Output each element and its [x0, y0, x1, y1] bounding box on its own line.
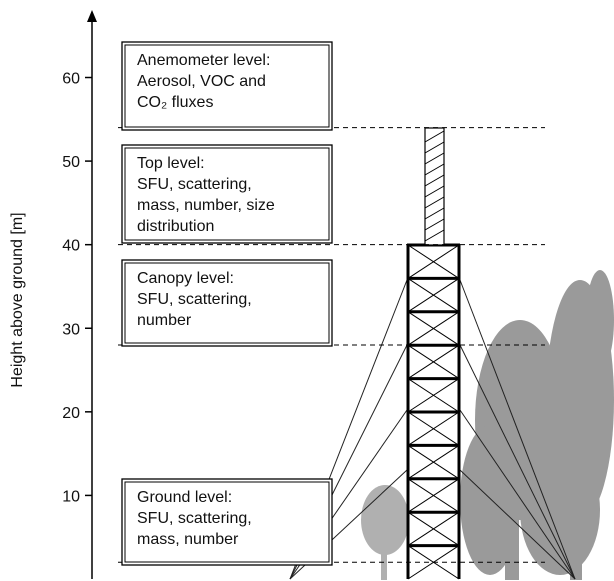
y-tick-label: 10	[62, 488, 80, 505]
y-axis-label: Height above ground [m]	[9, 212, 26, 387]
wire	[459, 409, 576, 580]
hatch	[424, 174, 445, 187]
brace	[407, 511, 460, 547]
box-text: SFU, scattering,	[137, 176, 252, 193]
hatch	[424, 185, 445, 198]
hatch	[424, 218, 445, 231]
tower	[406, 127, 461, 580]
hatch	[424, 207, 445, 220]
y-tick-label: 20	[62, 405, 80, 422]
box-text: Top level:	[137, 155, 205, 172]
box-text: Canopy level:	[137, 270, 234, 287]
hatch	[424, 130, 445, 143]
brace	[407, 478, 460, 513]
brace	[407, 378, 460, 413]
box-outer	[121, 259, 333, 347]
box-text: SFU, scattering,	[137, 291, 252, 308]
trees	[361, 270, 614, 580]
mast	[424, 127, 445, 246]
box-inner	[124, 262, 330, 344]
box-text: Anemometer level:	[137, 52, 270, 69]
hatch	[424, 152, 445, 165]
box-text: Ground level:	[137, 489, 232, 506]
y-tick-label: 50	[62, 154, 80, 171]
box-text: mass, number	[137, 531, 239, 548]
box-inner	[124, 481, 330, 563]
brace	[407, 277, 460, 313]
box-outer	[121, 41, 333, 131]
y-tick-label: 60	[62, 71, 80, 88]
box-text: CO₂ fluxes	[137, 94, 213, 111]
hatch	[424, 196, 445, 209]
box-text: mass, number, size	[137, 197, 275, 214]
box-inner	[124, 147, 330, 241]
hatch	[424, 141, 445, 154]
box-text: SFU, scattering,	[137, 510, 252, 527]
brace	[407, 444, 460, 480]
brace	[407, 344, 460, 380]
brace	[407, 244, 460, 279]
wire	[459, 469, 576, 580]
hatch	[424, 229, 445, 242]
hatch	[424, 163, 445, 176]
y-tick-label: 40	[62, 238, 80, 255]
box-text: distribution	[137, 218, 214, 235]
box-text: Aerosol, VOC and	[137, 73, 266, 90]
y-tick-label: 30	[62, 321, 80, 338]
axis-arrow	[87, 10, 97, 22]
box-outer	[121, 144, 333, 244]
wire	[459, 279, 576, 580]
wire	[459, 344, 576, 580]
box-outer	[121, 478, 333, 566]
box-inner	[124, 44, 330, 128]
brace	[407, 311, 460, 346]
box-text: number	[137, 312, 192, 329]
brace	[407, 411, 460, 446]
